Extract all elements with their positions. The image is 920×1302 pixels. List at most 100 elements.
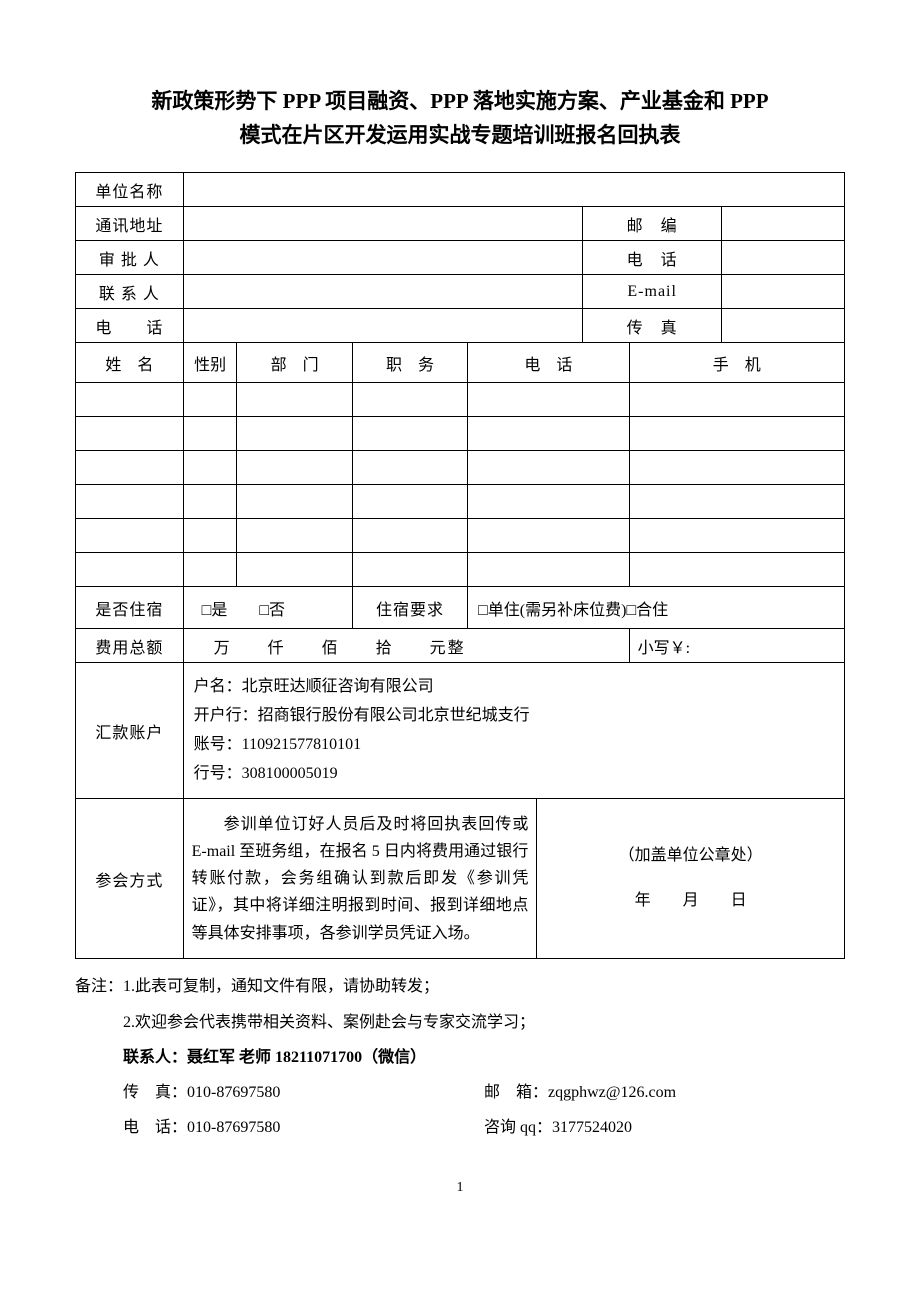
att1-dept[interactable] xyxy=(237,383,352,417)
att5-gender[interactable] xyxy=(183,519,237,553)
label-postcode: 邮 编 xyxy=(583,207,721,241)
row-org-name: 单位名称 xyxy=(76,173,845,207)
field-amount-cn[interactable]: 万 仟 佰 拾 元整 xyxy=(183,629,629,663)
att4-pos[interactable] xyxy=(352,485,467,519)
field-seal: （加盖单位公章处） 年 月 日 xyxy=(537,799,845,959)
row-bank: 汇款账户 户名：北京旺达顺征咨询有限公司 开户行：招商银行股份有限公司北京世纪城… xyxy=(76,663,845,799)
title-line-2: 模式在片区开发运用实战专题培训班报名回执表 xyxy=(240,123,681,147)
att3-name[interactable] xyxy=(76,451,184,485)
label-method: 参会方式 xyxy=(76,799,184,959)
att2-pos[interactable] xyxy=(352,417,467,451)
note-line1: 备注：1.此表可复制，通知文件有限，请协助转发； xyxy=(75,969,845,1004)
att1-mobile[interactable] xyxy=(629,383,844,417)
att2-mobile[interactable] xyxy=(629,417,844,451)
att6-name[interactable] xyxy=(76,553,184,587)
att5-dept[interactable] xyxy=(237,519,352,553)
hdr-gender: 性别 xyxy=(183,343,237,383)
label-lodging-req: 住宿要求 xyxy=(352,587,467,629)
bank-line1: 户名：北京旺达顺征咨询有限公司 xyxy=(194,673,834,702)
field-phone1[interactable] xyxy=(721,241,844,275)
notes-section: 备注：1.此表可复制，通知文件有限，请协助转发； 2.欢迎参会代表携带相关资料、… xyxy=(75,969,845,1145)
att1-name[interactable] xyxy=(76,383,184,417)
field-email[interactable] xyxy=(721,275,844,309)
att5-tel[interactable] xyxy=(468,519,629,553)
att5-pos[interactable] xyxy=(352,519,467,553)
row-method: 参会方式 参训单位订好人员后及时将回执表回传或 E-mail 至班务组，在报名 … xyxy=(76,799,845,959)
att4-mobile[interactable] xyxy=(629,485,844,519)
att2-tel[interactable] xyxy=(468,417,629,451)
row-contact: 联 系 人 E-mail xyxy=(76,275,845,309)
hdr-mobile: 手 机 xyxy=(629,343,844,383)
att5-mobile[interactable] xyxy=(629,519,844,553)
att2-name[interactable] xyxy=(76,417,184,451)
att6-tel[interactable] xyxy=(468,553,629,587)
seal-label: （加盖单位公章处） xyxy=(619,847,763,864)
att4-gender[interactable] xyxy=(183,485,237,519)
bank-line2: 开户行：招商银行股份有限公司北京世纪城支行 xyxy=(194,702,834,731)
label-total-fee: 费用总额 xyxy=(76,629,184,663)
row-address: 通讯地址 邮 编 xyxy=(76,207,845,241)
attendee-row-5 xyxy=(76,519,845,553)
registration-table: 单位名称 通讯地址 邮 编 审 批 人 电 话 联 系 人 E-mail 电 话… xyxy=(75,172,845,959)
seal-date: 年 月 日 xyxy=(635,892,747,909)
label-lodging: 是否住宿 xyxy=(76,587,184,629)
row-phone: 电 话 传 真 xyxy=(76,309,845,343)
att6-dept[interactable] xyxy=(237,553,352,587)
label-phone1: 电 话 xyxy=(583,241,721,275)
method-text-content: 参训单位订好人员后及时将回执表回传或 E-mail 至班务组，在报名 5 日内将… xyxy=(192,811,529,947)
field-approver[interactable] xyxy=(183,241,583,275)
att3-gender[interactable] xyxy=(183,451,237,485)
field-lodging-types[interactable]: □单住(需另补床位费)□合住 xyxy=(468,587,845,629)
label-approver: 审 批 人 xyxy=(76,241,184,275)
attendee-row-6 xyxy=(76,553,845,587)
label-fax: 传 真 xyxy=(583,309,721,343)
field-org-name[interactable] xyxy=(183,173,844,207)
attendee-row-2 xyxy=(76,417,845,451)
row-attendee-header: 姓 名 性别 部 门 职 务 电 话 手 机 xyxy=(76,343,845,383)
att6-pos[interactable] xyxy=(352,553,467,587)
attendee-row-4 xyxy=(76,485,845,519)
note-qq: 咨询 qq：3177524020 xyxy=(484,1110,845,1145)
label-bank: 汇款账户 xyxy=(76,663,184,799)
field-postcode[interactable] xyxy=(721,207,844,241)
att1-pos[interactable] xyxy=(352,383,467,417)
att4-name[interactable] xyxy=(76,485,184,519)
field-lodging-yesno[interactable]: □是 □否 xyxy=(183,587,352,629)
hdr-position: 职 务 xyxy=(352,343,467,383)
field-amount-small[interactable]: 小写￥: xyxy=(629,629,844,663)
note-row-fax-mail: 传 真：010-87697580 邮 箱：zqgphwz@126.com xyxy=(75,1075,845,1110)
att3-mobile[interactable] xyxy=(629,451,844,485)
att4-dept[interactable] xyxy=(237,485,352,519)
field-phone2[interactable] xyxy=(183,309,583,343)
att5-name[interactable] xyxy=(76,519,184,553)
note-line2: 2.欢迎参会代表携带相关资料、案例赴会与专家交流学习； xyxy=(75,1005,845,1040)
row-approver: 审 批 人 电 话 xyxy=(76,241,845,275)
hdr-name: 姓 名 xyxy=(76,343,184,383)
att1-gender[interactable] xyxy=(183,383,237,417)
field-contact[interactable] xyxy=(183,275,583,309)
hdr-tel: 电 话 xyxy=(468,343,629,383)
att1-tel[interactable] xyxy=(468,383,629,417)
note-row-tel-qq: 电 话：010-87697580 咨询 qq：3177524020 xyxy=(75,1110,845,1145)
att2-gender[interactable] xyxy=(183,417,237,451)
hdr-dept: 部 门 xyxy=(237,343,352,383)
att4-tel[interactable] xyxy=(468,485,629,519)
page-number: 1 xyxy=(75,1180,845,1196)
att3-tel[interactable] xyxy=(468,451,629,485)
field-address[interactable] xyxy=(183,207,583,241)
att6-gender[interactable] xyxy=(183,553,237,587)
bank-line3: 账号：110921577810101 xyxy=(194,731,834,760)
row-fee: 费用总额 万 仟 佰 拾 元整 小写￥: xyxy=(76,629,845,663)
att3-pos[interactable] xyxy=(352,451,467,485)
att2-dept[interactable] xyxy=(237,417,352,451)
att3-dept[interactable] xyxy=(237,451,352,485)
row-lodging: 是否住宿 □是 □否 住宿要求 □单住(需另补床位费)□合住 xyxy=(76,587,845,629)
title-line-1: 新政策形势下 PPP 项目融资、PPP 落地实施方案、产业基金和 PPP xyxy=(151,89,768,113)
attendee-row-1 xyxy=(76,383,845,417)
label-contact: 联 系 人 xyxy=(76,275,184,309)
field-method-text: 参训单位订好人员后及时将回执表回传或 E-mail 至班务组，在报名 5 日内将… xyxy=(183,799,537,959)
field-fax[interactable] xyxy=(721,309,844,343)
att6-mobile[interactable] xyxy=(629,553,844,587)
label-org-name: 单位名称 xyxy=(76,173,184,207)
label-address: 通讯地址 xyxy=(76,207,184,241)
